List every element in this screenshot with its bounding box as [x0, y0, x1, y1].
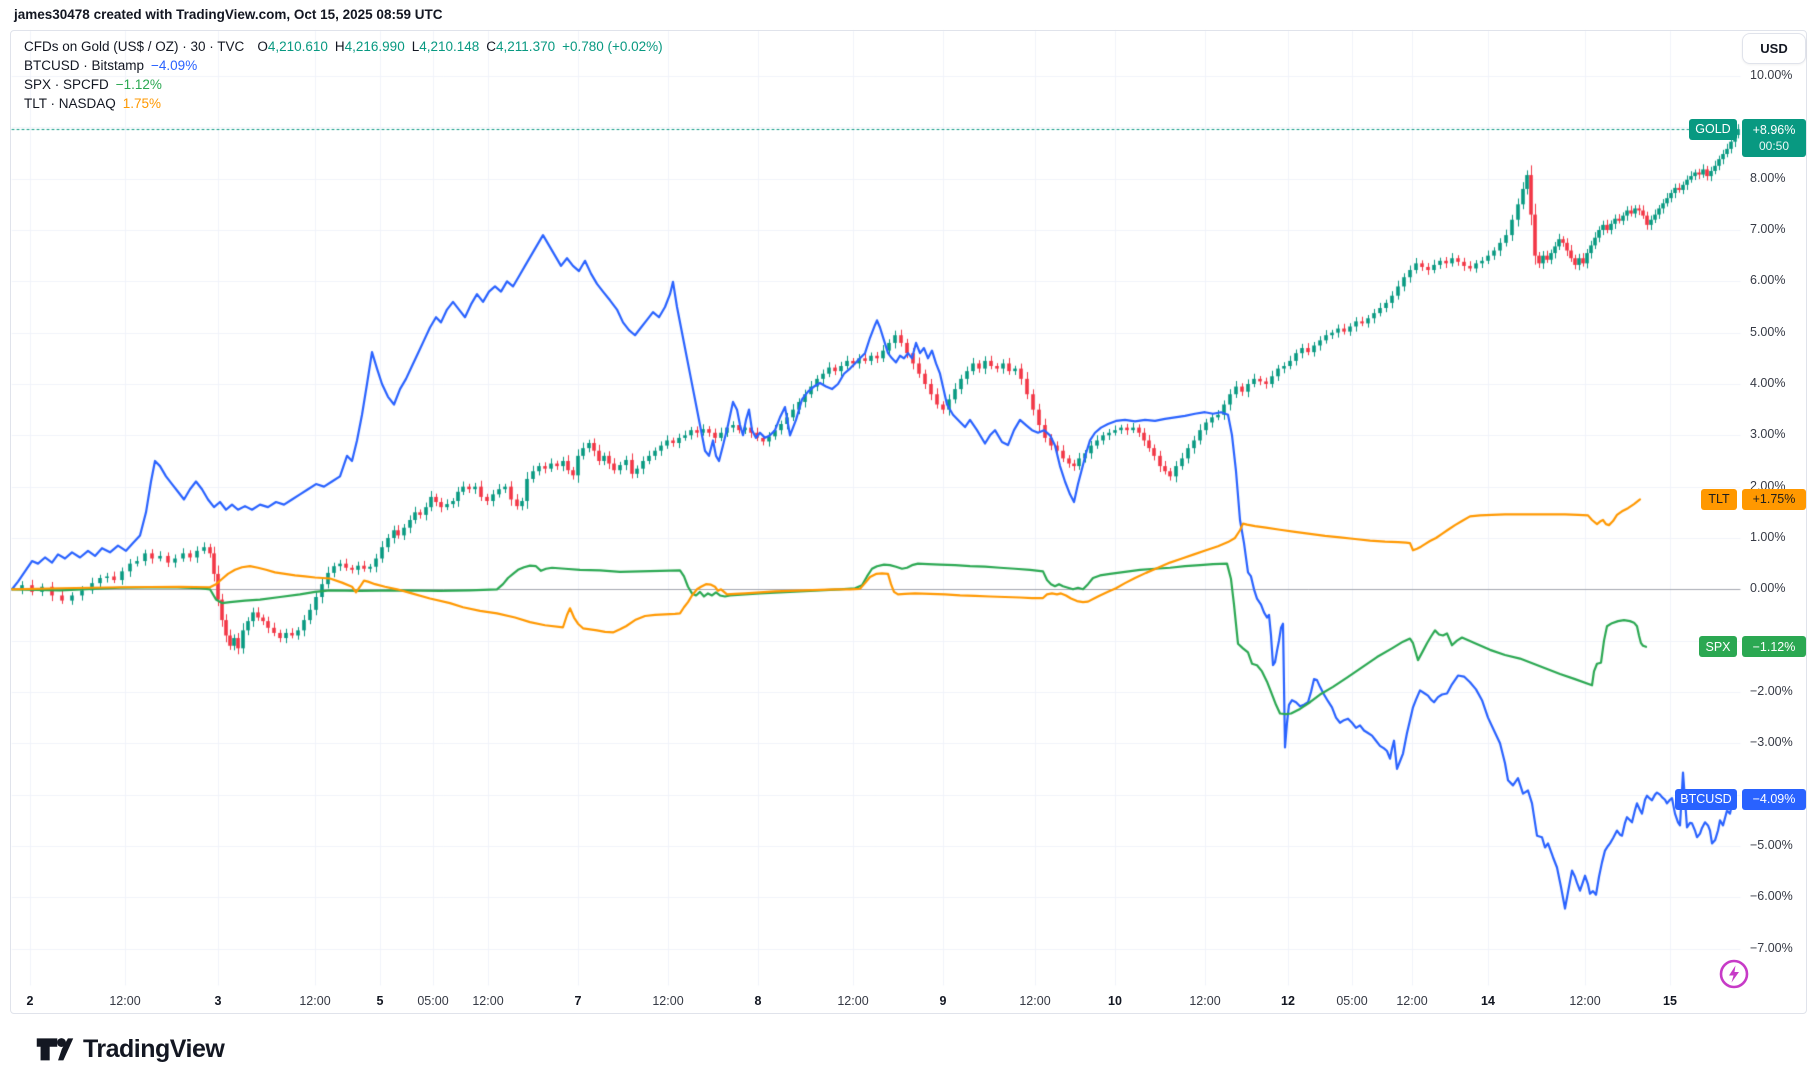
time-axis-label: 12:00 — [652, 994, 684, 1008]
time-axis-label: 12:00 — [472, 994, 504, 1008]
series-price-badge-tlt: +1.75% — [1742, 488, 1806, 510]
time-axis-label: 14 — [1481, 994, 1495, 1008]
tradingview-logo-text: TradingView — [83, 1034, 225, 1063]
time-axis-label: 12:00 — [1189, 994, 1221, 1008]
compare-change-value: −4.09% — [151, 58, 198, 73]
price-axis-label: 8.00% — [1750, 170, 1786, 185]
price-axis-label: −7.00% — [1750, 940, 1793, 955]
time-axis-label: 05:00 — [417, 994, 449, 1008]
series-price-badge-gold: +8.96% 00:50 — [1742, 118, 1806, 157]
price-axis-label: −6.00% — [1750, 889, 1793, 904]
time-axis-label: 12:00 — [837, 994, 869, 1008]
series-badge-spx[interactable]: SPX — [1699, 636, 1737, 658]
time-axis-label: 8 — [754, 994, 762, 1008]
legend-row-compare-0: BTCUSD · Bitstamp −4.09% — [24, 57, 663, 76]
time-axis-label: 10 — [1108, 994, 1122, 1008]
series-price-badge-spx: −1.12% — [1742, 636, 1806, 658]
legend-row-compare-2: TLT · NASDAQ 1.75% — [24, 95, 663, 114]
attribution-text: james30478 created with TradingView.com,… — [14, 7, 443, 22]
boost-lightning-icon[interactable] — [1716, 956, 1752, 992]
series-badge-tlt[interactable]: TLT — [1701, 488, 1737, 510]
time-axis-label: 3 — [214, 994, 222, 1008]
price-axis-label: 1.00% — [1750, 529, 1786, 544]
tradingview-logo[interactable]: TradingView — [36, 1034, 225, 1064]
tradingview-logo-glyph — [36, 1038, 74, 1061]
compare-change-value: −1.12% — [115, 77, 162, 92]
series-price-badge-btcusd: −4.09% — [1742, 788, 1806, 810]
series-badge-btcusd[interactable]: BTCUSD — [1675, 788, 1737, 810]
legend-row-main: CFDs on Gold (US$ / OZ) · 30 · TVC O4,210… — [24, 38, 663, 57]
compare-symbol-label: TLT · NASDAQ — [24, 96, 116, 111]
series-badge-gold[interactable]: GOLD — [1689, 118, 1737, 140]
time-axis-label: 12:00 — [1569, 994, 1601, 1008]
price-axis-label: 6.00% — [1750, 273, 1786, 288]
time-axis-label: 2 — [26, 994, 34, 1008]
ohlc-values: O4,210.610 H4,216.990 L4,210.148 C4,211.370 — [257, 39, 556, 54]
currency-toggle-button[interactable]: USD — [1742, 33, 1806, 64]
compare-symbol-label: SPX · SPCFD — [24, 77, 109, 92]
time-axis-label: 05:00 — [1336, 994, 1368, 1008]
price-axis-label: 5.00% — [1750, 324, 1786, 339]
main-change-value: +0.780 (+0.02%) — [562, 39, 663, 54]
price-axis-label: −3.00% — [1750, 735, 1793, 750]
compare-symbol-label: BTCUSD · Bitstamp — [24, 58, 145, 73]
price-axis-label: −2.00% — [1750, 683, 1793, 698]
main-symbol-title: CFDs on Gold (US$ / OZ) · 30 · TVC — [24, 39, 245, 54]
time-axis-label: 15 — [1663, 994, 1677, 1008]
price-axis-label: 3.00% — [1750, 427, 1786, 442]
time-axis-label: 7 — [574, 994, 582, 1008]
time-axis-label: 12:00 — [1019, 994, 1051, 1008]
chart-legend: CFDs on Gold (US$ / OZ) · 30 · TVC O4,210… — [24, 38, 663, 114]
price-axis[interactable]: 10.00% 8.00% 7.00% 6.00% 5.00% 4.00% 3.00% 2.00… — [1744, 30, 1814, 1012]
price-axis-label: 10.00% — [1750, 68, 1793, 82]
price-axis-label: 0.00% — [1750, 581, 1786, 596]
compare-change-value: 1.75% — [122, 96, 162, 111]
time-axis-label: 5 — [376, 994, 384, 1008]
time-axis-label: 12 — [1281, 994, 1295, 1008]
time-axis-label: 9 — [939, 994, 947, 1008]
time-axis[interactable]: 2 12:00 3 12:00 5 05:00 12:00 7 12:00 8 12:00 9 12:0… — [10, 988, 1740, 1013]
time-axis-label: 12:00 — [109, 994, 141, 1008]
price-axis-label: −5.00% — [1750, 837, 1793, 852]
price-axis-label: 7.00% — [1750, 221, 1786, 236]
time-axis-label: 12:00 — [299, 994, 331, 1008]
legend-row-compare-1: SPX · SPCFD −1.12% — [24, 76, 663, 95]
time-axis-label: 12:00 — [1396, 994, 1428, 1008]
price-axis-label: 4.00% — [1750, 375, 1786, 390]
